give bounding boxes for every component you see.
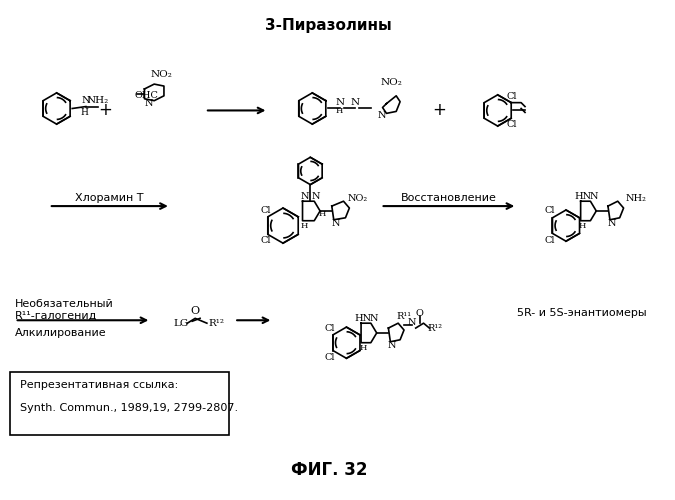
Text: N: N	[388, 341, 396, 350]
Text: Хлорамин Т: Хлорамин Т	[75, 194, 144, 203]
Text: OHC: OHC	[135, 92, 159, 100]
Text: O: O	[416, 309, 423, 318]
Text: H: H	[336, 108, 344, 116]
Text: NH₂: NH₂	[626, 194, 647, 203]
Text: N: N	[144, 99, 153, 108]
Text: R¹¹: R¹¹	[396, 312, 412, 321]
Text: N: N	[335, 98, 344, 107]
Text: NO₂: NO₂	[150, 70, 172, 79]
Text: N: N	[408, 318, 416, 326]
Text: NO₂: NO₂	[381, 78, 402, 86]
Text: O: O	[190, 306, 200, 316]
Text: N: N	[312, 192, 321, 201]
Text: R¹²: R¹²	[209, 318, 225, 328]
Text: Cl: Cl	[325, 353, 335, 362]
Text: ФИГ. 32: ФИГ. 32	[291, 460, 367, 478]
Text: N: N	[589, 192, 597, 201]
Text: +: +	[432, 102, 446, 119]
Text: Cl: Cl	[506, 92, 516, 102]
Text: N: N	[377, 111, 386, 120]
Text: R¹¹-галогенид: R¹¹-галогенид	[15, 310, 97, 320]
Text: H: H	[579, 222, 587, 230]
Bar	[9, 372, 230, 436]
Text: N: N	[608, 219, 616, 228]
Text: 3-Пиразолины: 3-Пиразолины	[265, 18, 392, 33]
Text: Алкилирование: Алкилирование	[15, 328, 106, 338]
Text: H: H	[359, 344, 367, 351]
Text: Cl: Cl	[544, 206, 555, 216]
Text: Cl: Cl	[325, 324, 335, 332]
Text: Восстановление: Восстановление	[401, 194, 497, 203]
Text: N: N	[350, 98, 360, 107]
Text: N: N	[369, 314, 378, 323]
Text: Cl: Cl	[506, 120, 516, 128]
Text: NO₂: NO₂	[348, 194, 367, 203]
Text: Synth. Commun., 1989,19, 2799-2807.: Synth. Commun., 1989,19, 2799-2807.	[20, 403, 238, 413]
Text: Cl: Cl	[260, 236, 271, 244]
Text: HN: HN	[354, 314, 371, 323]
Text: LG: LG	[174, 318, 189, 328]
Text: Необязательный: Необязательный	[15, 298, 113, 308]
Text: Репрезентативная ссылка:: Репрезентативная ссылка:	[20, 380, 178, 390]
Text: +: +	[99, 102, 112, 119]
Text: N: N	[81, 96, 90, 105]
Text: NH₂: NH₂	[86, 96, 109, 105]
Text: N: N	[331, 219, 340, 228]
Text: R¹²: R¹²	[428, 324, 443, 332]
Text: Cl: Cl	[544, 236, 555, 244]
Text: HN: HN	[574, 192, 591, 201]
Text: Cl: Cl	[260, 206, 271, 216]
Text: H: H	[301, 222, 308, 230]
Text: H: H	[319, 210, 326, 218]
Text: N: N	[300, 192, 308, 201]
Text: 5R- и 5S-энантиомеры: 5R- и 5S-энантиомеры	[517, 308, 647, 318]
Text: H: H	[80, 108, 88, 117]
